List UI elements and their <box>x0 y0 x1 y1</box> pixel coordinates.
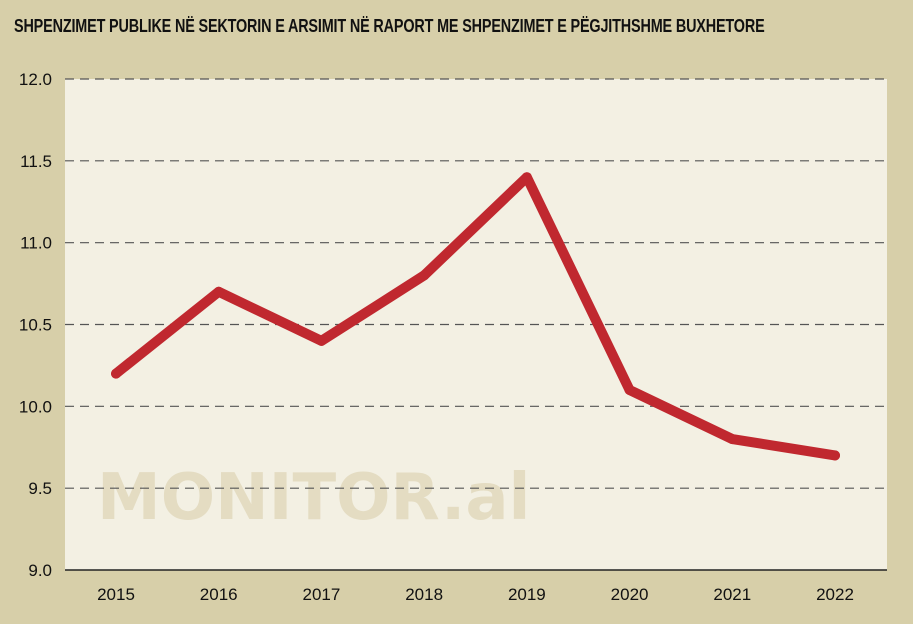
grid-lines <box>65 78 887 571</box>
y-axis-ticks: 9.0 9.5 10.0 10.5 11.0 11.5 12.0 <box>19 70 52 580</box>
data-point <box>521 172 532 183</box>
x-tick-label: 2017 <box>303 585 341 604</box>
y-tick-label: 10.5 <box>19 316 52 335</box>
data-point <box>111 368 121 379</box>
x-tick-label: 2020 <box>611 585 649 604</box>
data-point <box>727 434 738 445</box>
x-axis-ticks: 2015 2016 2017 2018 2019 2020 2021 2022 <box>97 585 854 604</box>
x-tick-label: 2022 <box>816 585 854 604</box>
data-point <box>624 384 635 395</box>
data-point <box>213 286 224 297</box>
chart-title: SHPENZIMET PUBLIKE NË SEKTORIN E ARSIMIT… <box>14 16 765 36</box>
data-point <box>316 335 327 346</box>
y-tick-label: 11.5 <box>20 152 52 171</box>
x-tick-label: 2018 <box>405 585 443 604</box>
y-tick-label: 10.0 <box>19 397 52 416</box>
x-tick-label: 2016 <box>200 585 238 604</box>
y-tick-label: 12.0 <box>19 70 52 89</box>
data-point <box>419 270 430 281</box>
y-tick-label: 9.0 <box>28 561 52 580</box>
y-tick-label: 11.0 <box>20 234 52 253</box>
data-point <box>830 450 840 461</box>
x-tick-label: 2015 <box>97 585 135 604</box>
x-tick-label: 2019 <box>508 585 546 604</box>
y-tick-label: 9.5 <box>28 479 52 498</box>
x-tick-label: 2021 <box>713 585 751 604</box>
watermark-text: MONITOR.al <box>97 461 530 535</box>
series-line <box>111 172 840 461</box>
